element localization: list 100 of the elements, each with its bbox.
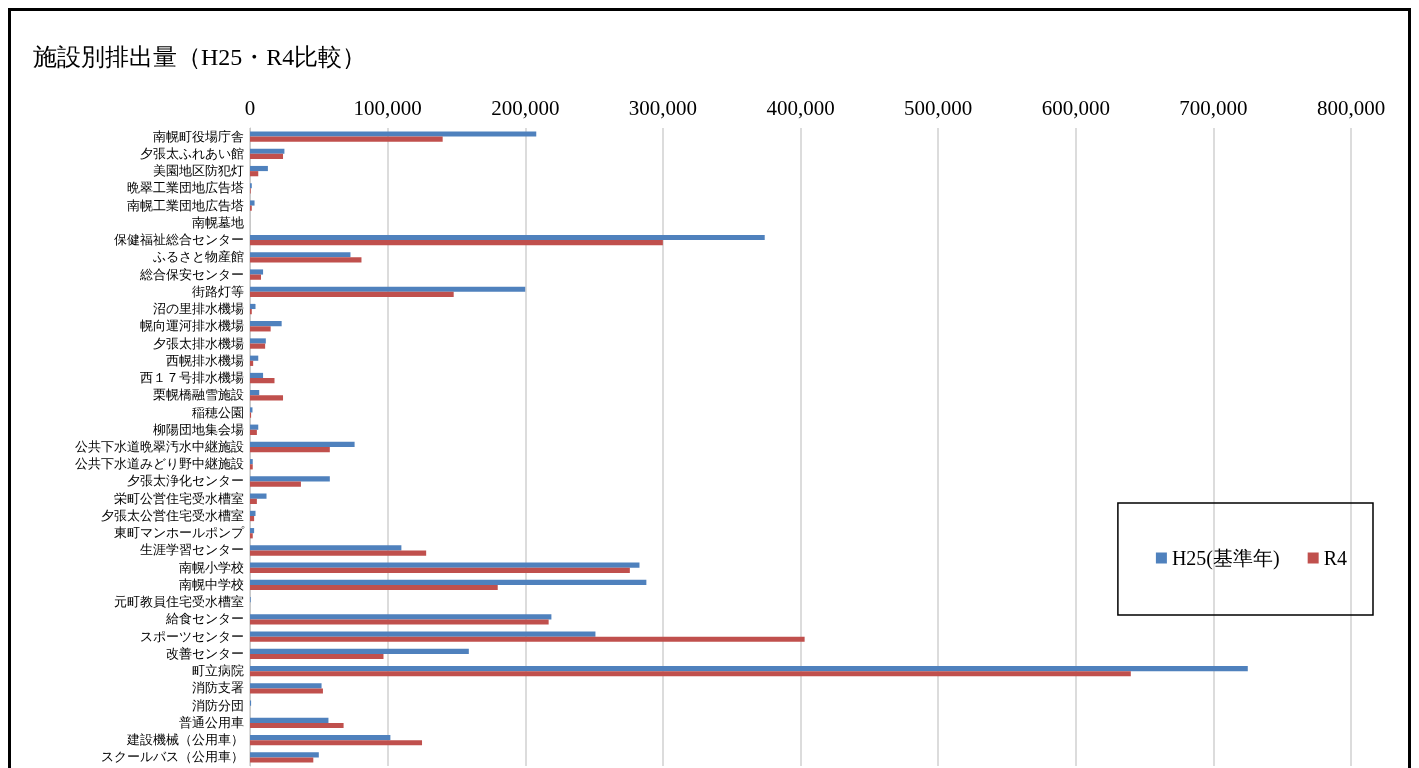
- chart-title: 施設別排出量（H25・R4比較）: [33, 44, 367, 70]
- y-tick-label: 普通公用車: [179, 714, 244, 730]
- y-tick-label: スポーツセンター: [140, 629, 244, 644]
- x-tick-label: 500,000: [904, 95, 973, 120]
- bar: [250, 528, 255, 534]
- y-tick-label: 改善センター: [166, 645, 244, 661]
- y-tick-label: 街路灯等: [192, 284, 244, 299]
- bar: [250, 378, 275, 384]
- bar: [250, 567, 630, 573]
- bar: [250, 464, 253, 470]
- bar: [250, 165, 268, 172]
- bar: [250, 372, 264, 379]
- bar: [250, 533, 253, 539]
- y-tick-label: 西１７号排水機場: [140, 371, 244, 386]
- bar: [250, 257, 362, 263]
- bar: [250, 274, 262, 280]
- bar: [250, 734, 391, 741]
- bar: [250, 550, 427, 556]
- y-tick-label: 幌向運河排水機場: [140, 319, 244, 334]
- bar: [250, 584, 498, 591]
- bar: [250, 447, 330, 453]
- y-tick-label: 東町マンホールポンプ: [114, 526, 245, 541]
- y-tick-label: 沼の里排水機場: [153, 302, 244, 317]
- y-tick-label: 公共下水道みどり野中継施設: [75, 457, 244, 472]
- x-tick-label: 100,000: [353, 95, 422, 120]
- bar: [250, 614, 552, 620]
- bar: [250, 752, 319, 758]
- bar: [250, 476, 330, 482]
- y-tick-label: 柳陽団地集会場: [153, 422, 244, 437]
- bar: [250, 683, 322, 689]
- bar: [250, 653, 384, 660]
- bar: [250, 355, 259, 361]
- y-tick-label: 南幌町役場庁舎: [153, 128, 244, 144]
- bar: [250, 136, 443, 142]
- bar: [250, 717, 329, 723]
- y-tick-label: 生涯学習センター: [140, 543, 244, 558]
- bar: [250, 459, 253, 465]
- bar: [250, 407, 253, 413]
- y-tick-label: 建設機械（公用車）: [126, 733, 244, 748]
- y-tick-label: 消防分団: [192, 698, 244, 713]
- bar: [250, 429, 257, 435]
- bar: [250, 240, 663, 246]
- y-tick-label: 給食センター: [165, 612, 244, 627]
- bar: [250, 200, 255, 206]
- bar: [250, 562, 640, 568]
- bar: [250, 234, 765, 241]
- bar: [250, 338, 266, 344]
- bar: [250, 148, 285, 154]
- y-tick-label: 町立病院: [192, 663, 244, 679]
- bar: [250, 326, 271, 332]
- bar: [250, 481, 301, 487]
- y-tick-label: 南幌中学校: [179, 577, 244, 592]
- bar: [250, 648, 469, 654]
- bar: [250, 498, 257, 504]
- bar: [250, 303, 256, 310]
- y-tick-label: 栗幌橋融雪施設: [153, 388, 244, 403]
- bar: [250, 441, 355, 447]
- y-tick-label: 元町教員住宅受水槽室: [114, 594, 244, 610]
- bar: [250, 740, 423, 746]
- y-tick-label: 南幌墓地: [192, 215, 244, 230]
- bar: [250, 515, 255, 522]
- y-tick-label: 保健福祉総合センター: [114, 233, 244, 248]
- x-tick-label: 0: [244, 95, 256, 120]
- bar: [250, 493, 267, 499]
- bar: [250, 722, 344, 729]
- bar: [250, 510, 256, 516]
- legend-label: R4: [1323, 547, 1347, 569]
- bar: [250, 545, 402, 551]
- y-tick-label: 夕張太排水機場: [153, 336, 244, 351]
- bar: [250, 757, 314, 763]
- y-tick-label: 南幌小学校: [179, 560, 244, 575]
- bar: [250, 153, 284, 160]
- legend-label: H25(基準年): [1171, 547, 1280, 570]
- x-tick-label: 400,000: [766, 95, 835, 120]
- bar: [250, 579, 647, 585]
- bar: [250, 390, 260, 396]
- y-tick-label: 西幌排水機場: [166, 353, 244, 368]
- bar: [250, 269, 264, 275]
- bar: [250, 424, 259, 430]
- x-tick-label: 200,000: [491, 95, 560, 120]
- bar: [250, 671, 1131, 677]
- x-tick-label: 700,000: [1179, 95, 1248, 120]
- y-tick-label: 栄町公営住宅受水槽室: [114, 490, 244, 506]
- y-tick-label: 夕張太公営住宅受水槽室: [101, 507, 244, 523]
- bar: [250, 636, 805, 642]
- y-tick-label: 美園地区防犯灯: [153, 163, 244, 179]
- bar: [250, 631, 596, 637]
- y-tick-label: 夕張太ふれあい館: [140, 146, 244, 161]
- y-tick-label: 消防支署: [192, 681, 244, 696]
- bar: [250, 395, 284, 401]
- bar: [250, 360, 254, 366]
- y-tick-label: スクールバス（公用車）: [101, 750, 244, 765]
- bar: [250, 286, 526, 292]
- y-tick-label: 南幌工業団地広告塔: [127, 197, 244, 213]
- bar: [250, 688, 323, 694]
- bar: [250, 131, 537, 137]
- bar: [250, 291, 454, 297]
- y-tick-label: 稲穂公園: [192, 405, 244, 420]
- y-tick-label: 夕張太浄化センター: [127, 474, 244, 489]
- bar: [250, 252, 351, 258]
